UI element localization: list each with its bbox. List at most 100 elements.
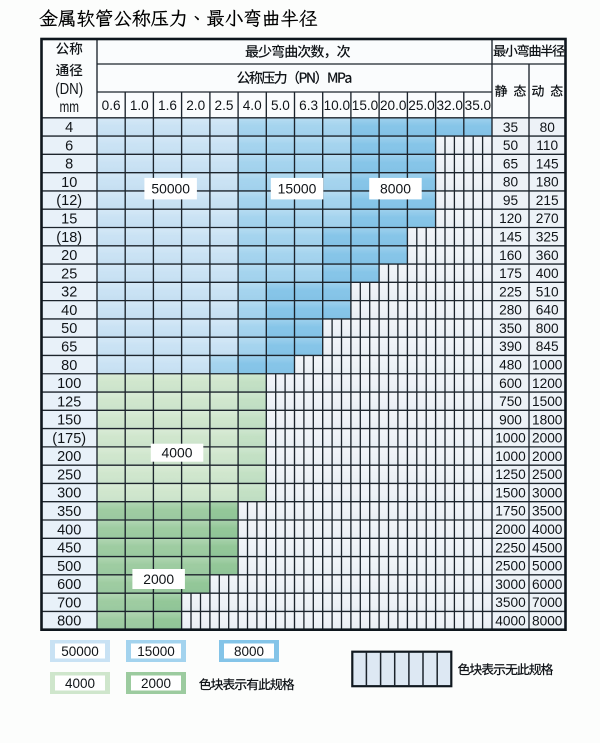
svg-text:160: 160 bbox=[499, 248, 522, 263]
svg-text:360: 360 bbox=[536, 248, 559, 263]
svg-text:95: 95 bbox=[503, 193, 519, 208]
svg-text:35.0: 35.0 bbox=[465, 98, 492, 113]
svg-text:2000: 2000 bbox=[532, 431, 563, 446]
svg-text:35: 35 bbox=[503, 120, 519, 135]
svg-text:(12): (12) bbox=[56, 193, 82, 209]
svg-text:1000: 1000 bbox=[495, 449, 526, 464]
svg-text:2000: 2000 bbox=[143, 571, 174, 587]
svg-text:4: 4 bbox=[65, 120, 73, 136]
svg-text:50: 50 bbox=[61, 321, 77, 337]
svg-text:15000: 15000 bbox=[137, 644, 175, 659]
svg-text:600: 600 bbox=[499, 376, 522, 391]
svg-text:2000: 2000 bbox=[141, 676, 171, 691]
svg-text:325: 325 bbox=[536, 230, 559, 245]
svg-text:125: 125 bbox=[57, 394, 81, 410]
svg-text:800: 800 bbox=[536, 321, 559, 336]
svg-text:1000: 1000 bbox=[532, 358, 563, 373]
svg-text:390: 390 bbox=[499, 339, 522, 354]
svg-text:2250: 2250 bbox=[495, 540, 526, 555]
svg-text:3000: 3000 bbox=[532, 485, 563, 500]
svg-text:480: 480 bbox=[499, 358, 522, 373]
svg-text:900: 900 bbox=[499, 412, 522, 427]
svg-text:4000: 4000 bbox=[162, 445, 193, 461]
svg-text:32.0: 32.0 bbox=[436, 98, 463, 113]
svg-text:15: 15 bbox=[61, 212, 77, 228]
svg-text:200: 200 bbox=[57, 449, 81, 465]
svg-text:2500: 2500 bbox=[532, 467, 563, 482]
svg-text:110: 110 bbox=[536, 138, 558, 153]
svg-text:0.6: 0.6 bbox=[102, 98, 121, 113]
svg-text:10.0: 10.0 bbox=[324, 98, 351, 113]
svg-text:1800: 1800 bbox=[532, 412, 563, 427]
svg-text:25.0: 25.0 bbox=[408, 98, 435, 113]
svg-text:4500: 4500 bbox=[532, 540, 563, 555]
svg-text:3500: 3500 bbox=[495, 595, 526, 610]
svg-text:15.0: 15.0 bbox=[352, 98, 379, 113]
svg-text:3000: 3000 bbox=[495, 577, 526, 592]
svg-text:(175): (175) bbox=[52, 431, 86, 447]
svg-text:65: 65 bbox=[61, 340, 77, 356]
svg-text:845: 845 bbox=[536, 339, 559, 354]
svg-text:4.0: 4.0 bbox=[243, 98, 262, 113]
svg-text:80: 80 bbox=[503, 175, 519, 190]
svg-text:750: 750 bbox=[499, 394, 522, 409]
svg-text:2500: 2500 bbox=[495, 559, 526, 574]
svg-text:215: 215 bbox=[536, 193, 559, 208]
svg-text:270: 270 bbox=[536, 211, 559, 226]
svg-text:50000: 50000 bbox=[61, 644, 99, 659]
svg-text:15000: 15000 bbox=[278, 181, 317, 197]
svg-text:1.0: 1.0 bbox=[130, 98, 149, 113]
svg-text:400: 400 bbox=[57, 522, 81, 538]
svg-text:8000: 8000 bbox=[380, 181, 411, 197]
svg-text:225: 225 bbox=[499, 284, 522, 299]
svg-text:145: 145 bbox=[499, 230, 522, 245]
svg-text:8: 8 bbox=[65, 157, 73, 173]
svg-text:2000: 2000 bbox=[495, 522, 526, 537]
svg-text:6.3: 6.3 bbox=[299, 98, 318, 113]
svg-text:800: 800 bbox=[57, 614, 81, 630]
svg-text:50: 50 bbox=[503, 138, 519, 153]
svg-text:8000: 8000 bbox=[234, 644, 264, 659]
svg-text:500: 500 bbox=[57, 559, 81, 575]
svg-text:6: 6 bbox=[65, 138, 73, 154]
svg-text:7000: 7000 bbox=[532, 595, 563, 610]
svg-text:(DN): (DN) bbox=[55, 81, 83, 98]
svg-text:1750: 1750 bbox=[495, 504, 526, 519]
svg-text:10: 10 bbox=[61, 175, 77, 191]
svg-text:250: 250 bbox=[57, 467, 81, 483]
svg-text:1500: 1500 bbox=[532, 394, 563, 409]
svg-text:640: 640 bbox=[536, 303, 559, 318]
svg-text:5.0: 5.0 bbox=[271, 98, 290, 113]
svg-text:2.5: 2.5 bbox=[215, 98, 234, 113]
svg-text:3500: 3500 bbox=[532, 504, 563, 519]
svg-text:40: 40 bbox=[61, 303, 77, 319]
svg-text:175: 175 bbox=[499, 266, 522, 281]
svg-text:mm: mm bbox=[59, 99, 79, 116]
svg-text:65: 65 bbox=[503, 156, 519, 171]
svg-text:1200: 1200 bbox=[532, 376, 563, 391]
svg-text:350: 350 bbox=[499, 321, 522, 336]
svg-text:32: 32 bbox=[61, 285, 77, 301]
svg-text:1000: 1000 bbox=[495, 431, 526, 446]
svg-text:2.0: 2.0 bbox=[186, 98, 205, 113]
svg-text:4000: 4000 bbox=[495, 613, 526, 628]
svg-text:20: 20 bbox=[61, 248, 77, 264]
svg-text:5000: 5000 bbox=[532, 559, 563, 574]
svg-text:25: 25 bbox=[61, 266, 77, 282]
svg-text:80: 80 bbox=[61, 358, 77, 374]
svg-text:450: 450 bbox=[57, 541, 81, 557]
svg-text:1250: 1250 bbox=[495, 467, 526, 482]
svg-text:20.0: 20.0 bbox=[380, 98, 407, 113]
svg-text:8000: 8000 bbox=[532, 613, 563, 628]
svg-text:280: 280 bbox=[499, 303, 522, 318]
svg-text:510: 510 bbox=[536, 284, 559, 299]
svg-text:120: 120 bbox=[499, 211, 522, 226]
svg-text:150: 150 bbox=[57, 413, 81, 429]
svg-text:145: 145 bbox=[536, 156, 559, 171]
svg-text:180: 180 bbox=[536, 175, 559, 190]
svg-text:2000: 2000 bbox=[532, 449, 563, 464]
svg-text:100: 100 bbox=[57, 376, 81, 392]
svg-text:4000: 4000 bbox=[65, 676, 95, 691]
svg-text:600: 600 bbox=[57, 577, 81, 593]
svg-text:700: 700 bbox=[57, 595, 81, 611]
